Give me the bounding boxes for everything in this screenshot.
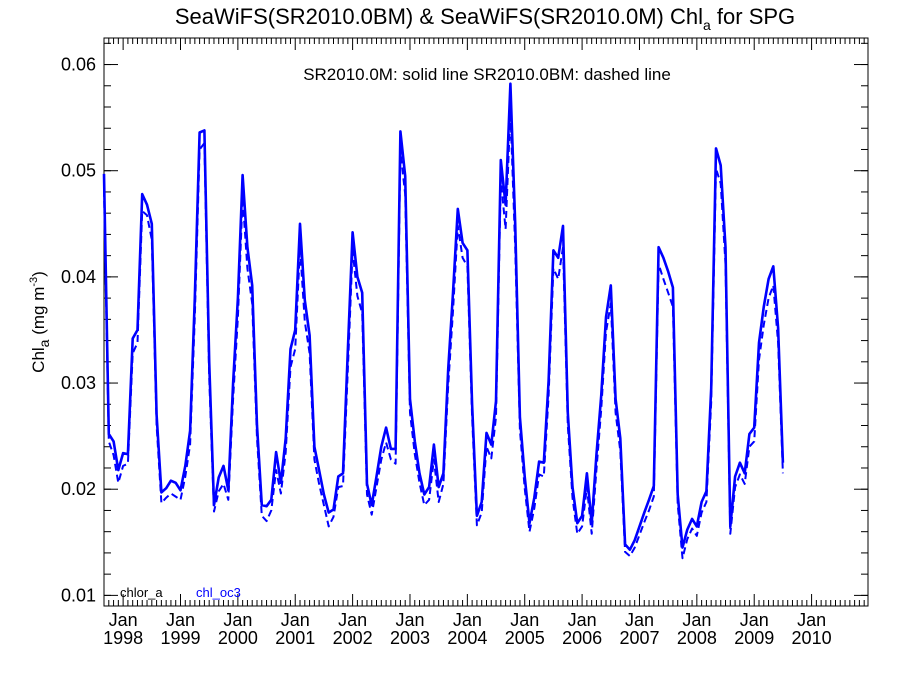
x-tick-label-month: Jan [109,610,138,630]
y-tick-label: 0.02 [61,479,96,499]
x-tick-label-year: 2008 [677,628,717,648]
x-tick-label-year: 2001 [275,628,315,648]
series-line-solid [102,82,785,552]
line-style-annotation: SR2010.0M: solid line SR2010.0BM: dashed… [303,65,671,84]
x-tick-label-month: Jan [338,610,367,630]
y-axis-label: Chla (mg m-3) [28,271,52,373]
y-axis-label-subscript: a [36,339,52,347]
chart-title-prefix: SeaWiFS(SR2010.0BM) & SeaWiFS(SR2010.0M)… [175,4,703,29]
y-axis-label-superscript: -3 [28,277,40,287]
x-tick-label-month: Jan [166,610,195,630]
x-tick-label-month: Jan [453,610,482,630]
x-tick-label-month: Jan [682,610,711,630]
x-tick-label-month: Jan [281,610,310,630]
x-tick-label-year: 2007 [619,628,659,648]
axis-ticks: 0.010.020.030.040.050.06Jan1998Jan1999Ja… [61,38,868,648]
x-tick-label-year: 2002 [333,628,373,648]
x-tick-label-year: 1998 [103,628,143,648]
chart-title-suffix: for SPG [711,4,795,29]
y-tick-label: 0.06 [61,55,96,75]
plot-frame [103,37,869,607]
x-tick-label-month: Jan [568,610,597,630]
legend-chl-oc3: chl_oc3 [196,585,241,600]
x-tick-label-month: Jan [625,610,654,630]
legend-chlor-a: chlor_a [120,585,163,600]
x-tick-label-year: 1999 [160,628,200,648]
x-tick-label-month: Jan [510,610,539,630]
x-tick-label-year: 2005 [505,628,545,648]
x-tick-label-month: Jan [740,610,769,630]
x-tick-label-year: 2009 [734,628,774,648]
data-series [102,82,785,560]
x-tick-label-year: 2004 [447,628,487,648]
y-tick-label: 0.05 [61,161,96,181]
x-tick-label-month: Jan [395,610,424,630]
y-tick-label: 0.04 [61,267,96,287]
x-tick-label-year: 2003 [390,628,430,648]
y-tick-label: 0.01 [61,585,96,605]
x-tick-label-month: Jan [223,610,252,630]
x-tick-label-year: 2010 [792,628,832,648]
series-line-dashed [103,110,784,560]
y-axis-label-prefix: Chl [29,347,48,373]
x-tick-label-year: 2000 [218,628,258,648]
y-tick-label: 0.03 [61,373,96,393]
x-tick-label-year: 2006 [562,628,602,648]
chart-title: SeaWiFS(SR2010.0BM) & SeaWiFS(SR2010.0M)… [175,4,795,33]
y-axis-label-units: (mg m [29,287,48,340]
y-axis-label-units-close: ) [29,271,48,277]
chart-title-subscript: a [703,17,711,33]
x-tick-label-month: Jan [797,610,826,630]
